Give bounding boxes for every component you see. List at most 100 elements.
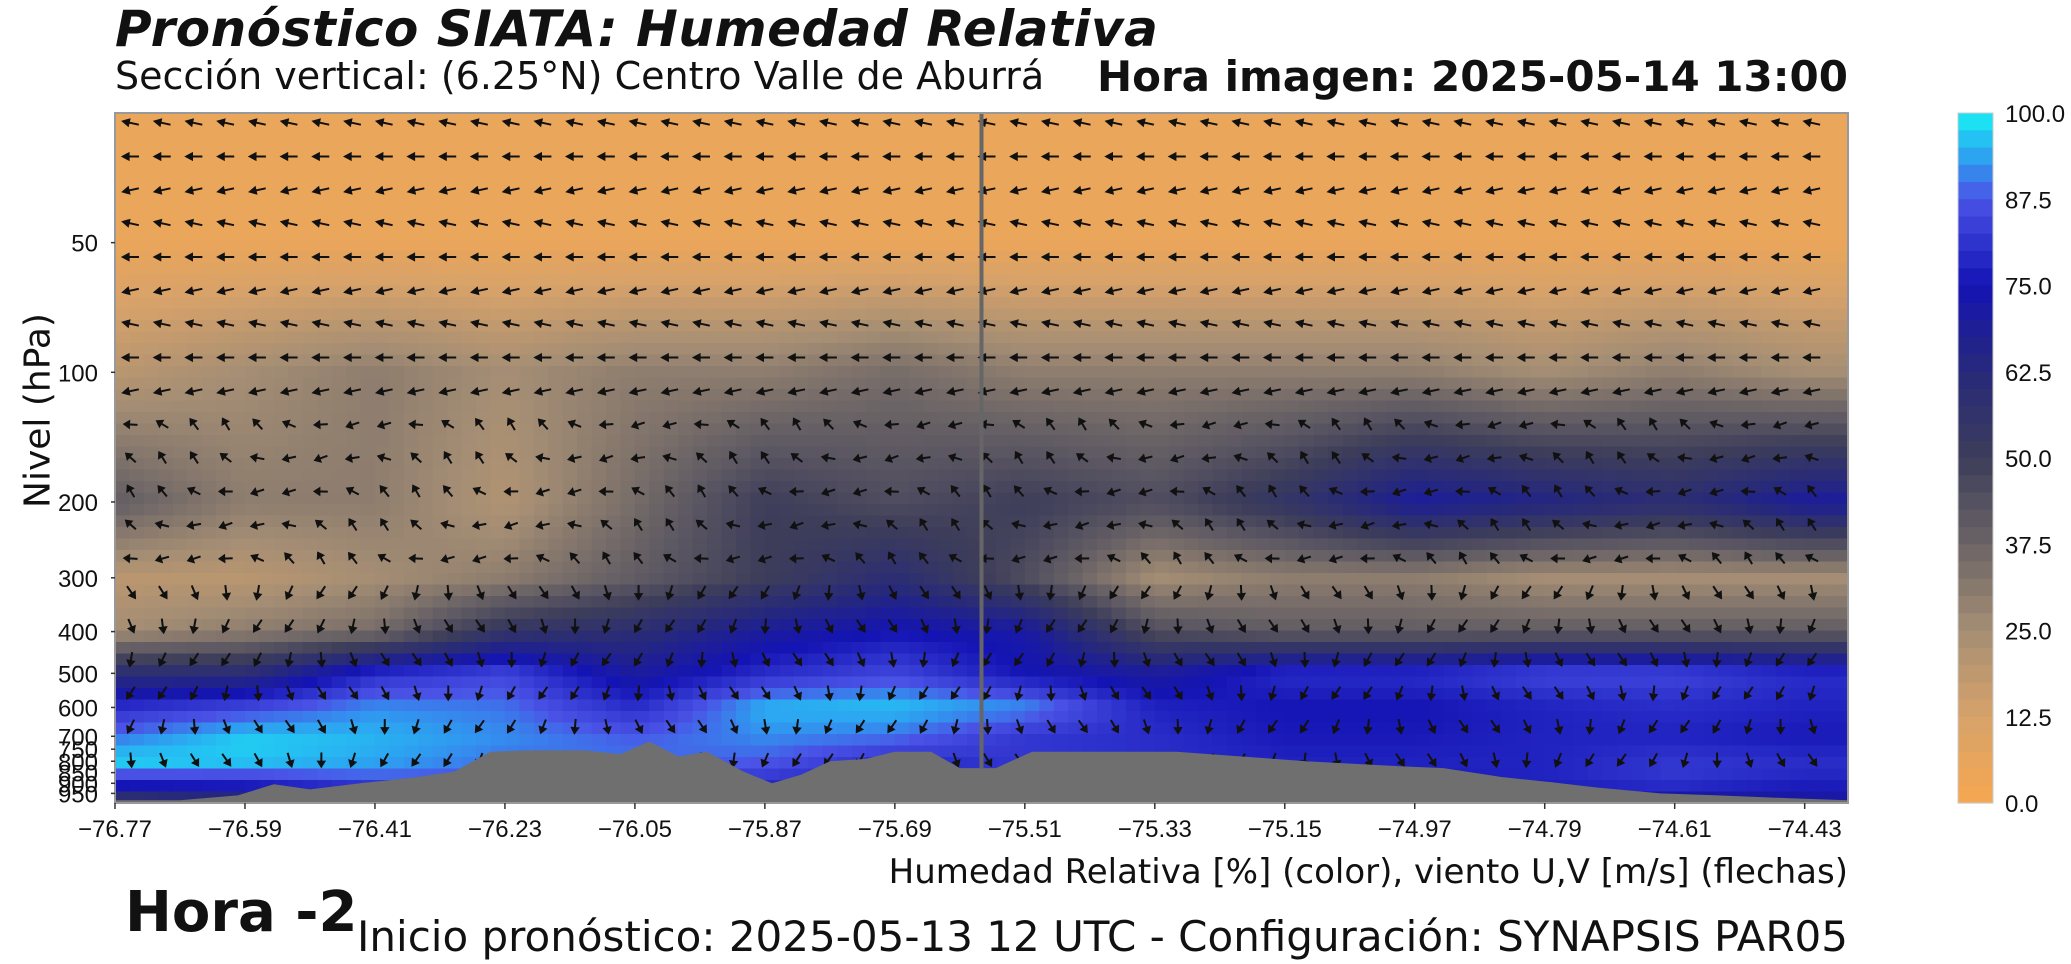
rh-cell xyxy=(591,113,607,126)
rh-cell xyxy=(1299,159,1315,172)
rh-cell xyxy=(981,366,997,379)
rh-cell xyxy=(1400,515,1416,528)
rh-cell xyxy=(995,366,1011,379)
rh-cell xyxy=(1790,481,1806,494)
rh-cell xyxy=(1458,239,1474,252)
rh-cell xyxy=(1097,193,1112,206)
rh-cell xyxy=(1588,331,1603,344)
rh-cell xyxy=(360,159,376,172)
rh-cell xyxy=(519,124,535,137)
rh-cell xyxy=(606,527,621,540)
rh-cell xyxy=(591,343,607,356)
rh-cell xyxy=(1313,573,1329,586)
rh-cell xyxy=(1284,412,1300,425)
rh-cell xyxy=(302,193,318,206)
rh-cell xyxy=(1746,400,1762,413)
rh-cell xyxy=(1689,320,1705,333)
rh-cell xyxy=(923,182,939,195)
rh-cell xyxy=(1169,170,1185,183)
rh-cell xyxy=(808,515,824,528)
rh-cell xyxy=(692,504,708,517)
rh-cell xyxy=(476,481,491,494)
rh-cell xyxy=(548,228,564,241)
rh-cell xyxy=(1472,366,1488,379)
rh-cell xyxy=(187,136,203,149)
rh-cell xyxy=(1718,216,1733,229)
rh-cell xyxy=(143,320,159,333)
rh-cell xyxy=(1400,170,1416,183)
rh-cell xyxy=(1746,377,1762,390)
rh-cell xyxy=(490,481,506,494)
rh-cell xyxy=(779,527,795,540)
rh-cell xyxy=(259,216,275,229)
rh-cell xyxy=(606,285,621,298)
rh-cell xyxy=(1227,193,1242,206)
rh-cell xyxy=(1588,343,1603,356)
rh-cell xyxy=(1010,481,1026,494)
rh-cell xyxy=(634,573,650,586)
rh-cell xyxy=(1819,400,1835,413)
rh-cell xyxy=(187,584,203,597)
rh-cell xyxy=(692,239,708,252)
rh-cell xyxy=(1284,308,1300,321)
rh-cell xyxy=(894,377,910,390)
rh-cell xyxy=(1154,331,1170,344)
rh-cell xyxy=(504,216,520,229)
rh-cell xyxy=(273,274,289,287)
rh-cell xyxy=(938,504,954,517)
rh-cell xyxy=(1270,366,1286,379)
rh-cell xyxy=(288,320,304,333)
rh-cell xyxy=(1530,205,1546,218)
rh-cell xyxy=(447,550,463,563)
rh-cell xyxy=(995,446,1011,459)
rh-cell xyxy=(764,377,780,390)
rh-cell xyxy=(923,435,939,448)
rh-cell xyxy=(1241,538,1257,551)
rh-cell xyxy=(158,159,174,172)
rh-cell xyxy=(909,251,925,264)
rh-cell xyxy=(1703,377,1719,390)
rh-cell xyxy=(1068,354,1084,367)
rh-cell xyxy=(1097,343,1112,356)
rh-cell xyxy=(736,331,751,344)
rh-cell xyxy=(1125,274,1141,287)
rh-cell xyxy=(1530,182,1546,195)
rh-cell xyxy=(764,389,780,402)
rh-cell xyxy=(1429,262,1445,275)
rh-cell xyxy=(1270,147,1286,160)
rh-cell xyxy=(1761,573,1777,586)
rh-cell xyxy=(1039,113,1055,126)
rh-cell xyxy=(1819,366,1835,379)
rh-cell xyxy=(750,113,766,126)
rh-cell xyxy=(533,354,549,367)
rh-cell xyxy=(606,262,621,275)
rh-cell xyxy=(172,124,188,137)
rh-cell xyxy=(995,308,1011,321)
rh-cell xyxy=(1833,274,1848,287)
rh-cell xyxy=(1645,320,1661,333)
rh-cell xyxy=(663,308,679,321)
rh-cell xyxy=(1328,239,1344,252)
rh-cell xyxy=(1255,274,1271,287)
rh-cell xyxy=(707,216,723,229)
rh-cell xyxy=(894,573,910,586)
rh-cell xyxy=(1660,343,1676,356)
rh-cell xyxy=(663,538,679,551)
rh-cell xyxy=(432,550,448,563)
rh-cell xyxy=(606,538,621,551)
rh-cell xyxy=(1010,561,1026,574)
rh-cell xyxy=(129,147,145,160)
rh-cell xyxy=(923,504,939,517)
rh-cell xyxy=(1718,504,1733,517)
rh-cell xyxy=(1140,481,1156,494)
rh-cell xyxy=(1645,458,1661,471)
rh-cell xyxy=(1154,262,1170,275)
rh-cell xyxy=(1414,412,1430,425)
rh-cell xyxy=(1111,274,1127,287)
rh-cell xyxy=(1299,481,1315,494)
rh-cell xyxy=(1097,435,1112,448)
rh-cell xyxy=(649,561,665,574)
rh-cell xyxy=(273,435,289,448)
rh-cell xyxy=(1559,262,1575,275)
rh-cell xyxy=(1414,308,1430,321)
